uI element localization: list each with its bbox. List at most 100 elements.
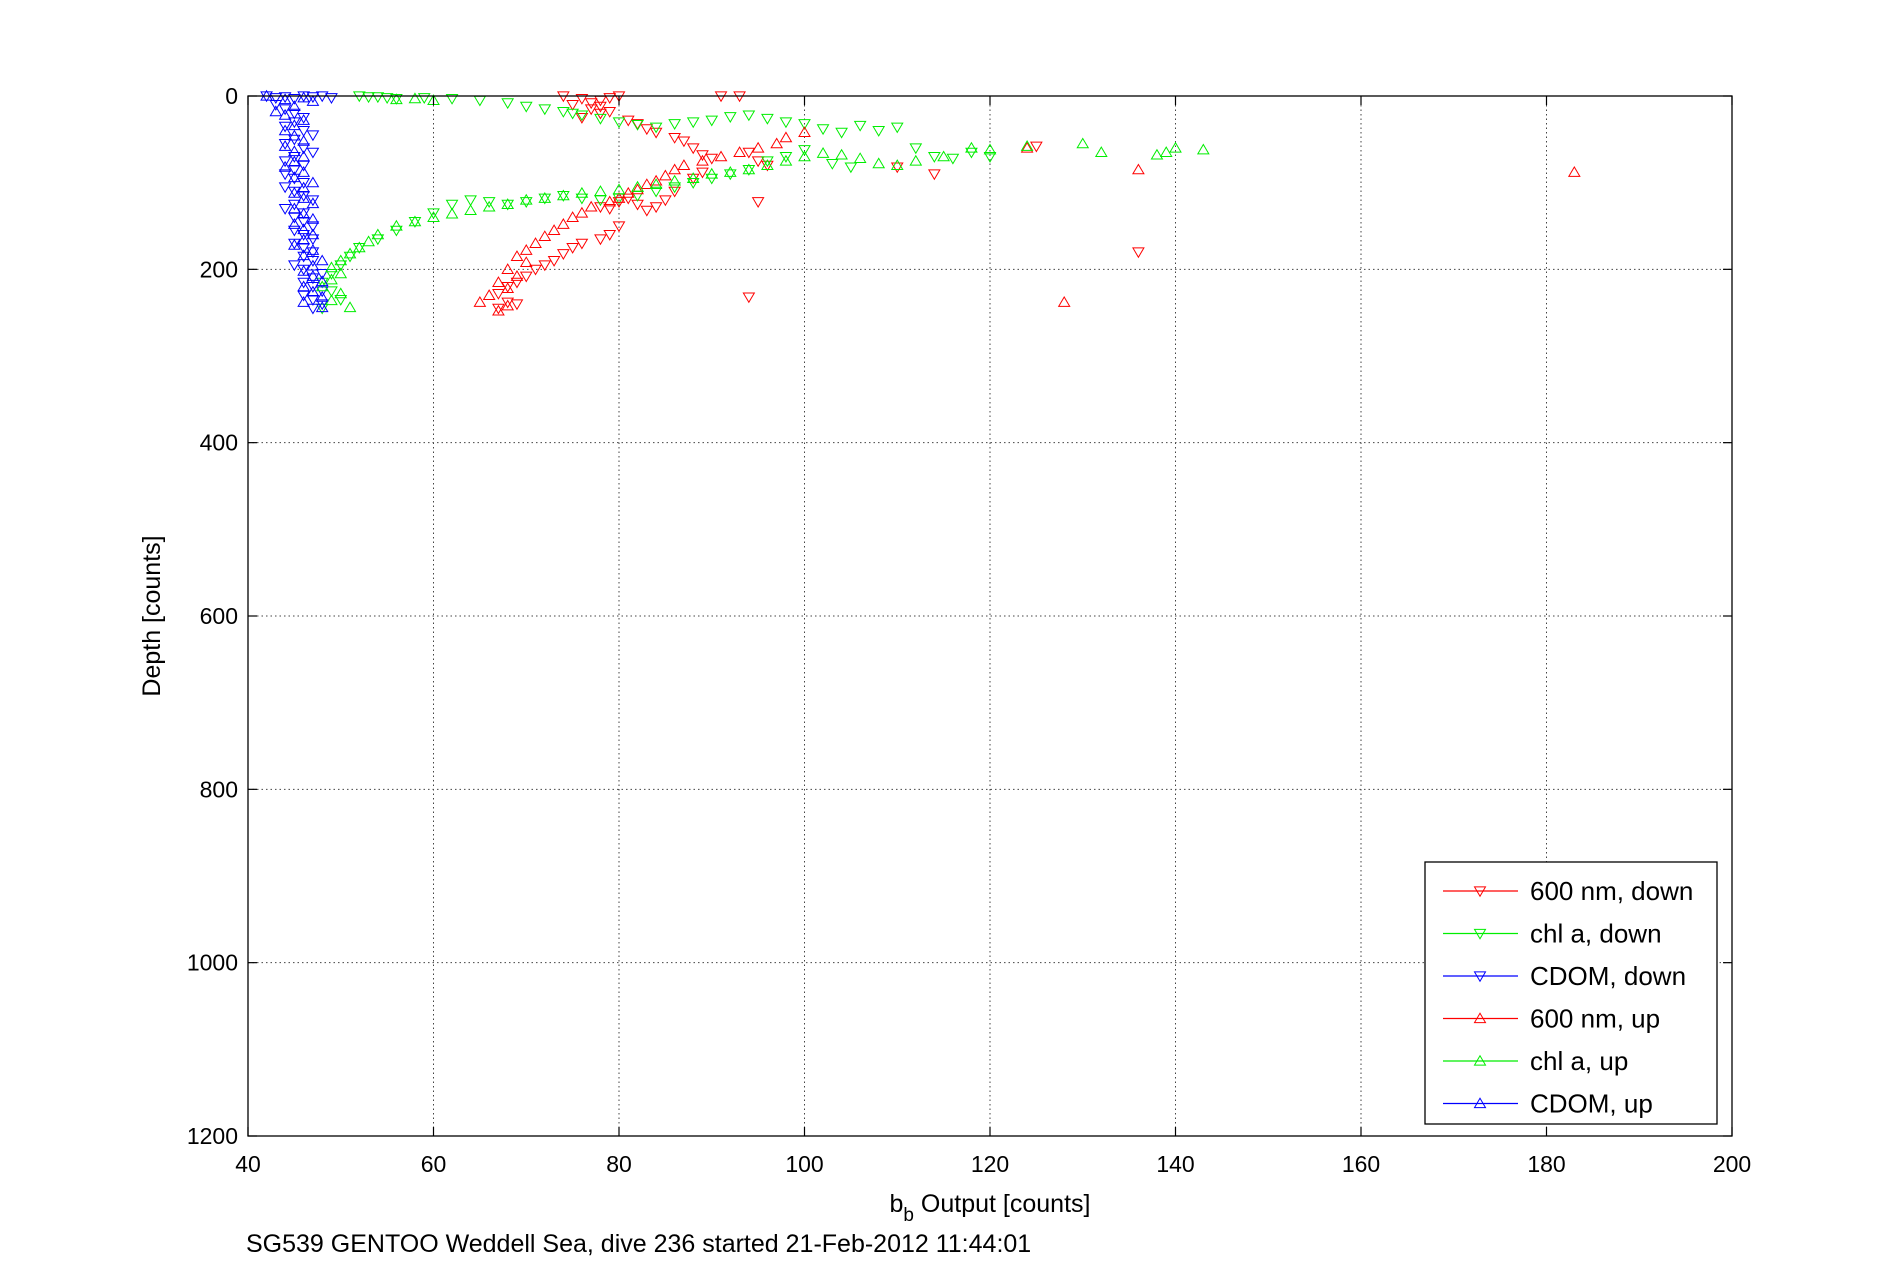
data-point [288,260,301,272]
data-point [575,238,589,250]
data-point [325,261,338,273]
y-tick-label: 600 [200,603,238,629]
data-point [649,122,663,134]
data-point [779,154,793,166]
data-point [621,115,635,127]
data-point [770,137,784,149]
data-point [288,218,301,229]
legend-label: chl a, down [1530,919,1662,949]
data-point [288,145,301,157]
data-point [566,108,579,120]
data-point [278,156,292,168]
data-points [260,89,1581,316]
y-tick-label: 400 [200,430,238,456]
data-point [844,162,858,174]
data-point [927,152,941,163]
data-point [501,299,515,311]
data-point [519,197,533,208]
data-point [492,304,505,316]
data-point [297,296,311,307]
data-point [417,93,431,104]
data-point [835,127,848,139]
data-point [603,93,617,104]
data-point [965,147,978,159]
data-point [529,237,542,248]
data-point [297,91,311,103]
data-point [464,195,477,207]
legend-label: 600 nm, down [1530,876,1693,906]
data-point [306,228,320,240]
data-point [390,219,403,231]
data-point [315,286,329,298]
series-chl-a-up [315,92,1210,313]
data-point [427,211,440,222]
data-point [742,292,756,304]
data-point [603,230,617,241]
data-point [297,126,311,137]
data-point [473,296,487,307]
data-point [594,202,607,214]
data-point [371,92,385,104]
data-point [519,193,533,205]
legend-label: CDOM, down [1530,961,1686,991]
x-tick-label: 200 [1713,1151,1751,1177]
data-point [798,145,811,156]
legend-label: 600 nm, up [1530,1004,1660,1034]
legend-entry: 600 nm, up [1443,1004,1660,1034]
data-point [510,277,524,289]
data-point [1057,296,1071,307]
data-point [742,165,756,176]
x-tick-label: 60 [421,1151,447,1177]
data-point [1150,148,1164,160]
data-point [649,174,663,186]
data-point [297,249,311,261]
data-point [1567,166,1581,177]
data-point [297,280,311,292]
data-point [853,152,867,164]
data-point [510,250,524,261]
data-point [371,234,385,246]
data-point [575,206,589,218]
data-point [288,171,301,183]
data-point [352,241,366,253]
data-point [566,211,579,222]
data-point [306,256,320,267]
data-point [288,152,301,163]
y-tick-label: 800 [200,776,238,802]
data-point [640,205,654,217]
data-point [306,92,320,104]
data-point [482,289,496,300]
data-point [306,94,320,106]
data-point [705,153,719,165]
data-point [668,174,682,186]
data-point [501,199,515,211]
data-point [594,113,607,125]
data-point [575,110,589,122]
data-point [649,178,663,190]
data-point [714,150,728,162]
data-point [946,153,960,165]
data-point [288,199,301,211]
data-point [288,202,301,214]
data-point [1196,143,1210,155]
data-point [297,150,311,162]
data-point [343,251,357,263]
data-point [621,193,635,205]
legend: 600 nm, down chl a, down CDOM, down 600 nm,… [1424,861,1718,1125]
series-600-nm-down [492,91,1145,315]
data-point [723,169,737,181]
data-point [371,228,385,240]
data-point [306,147,320,159]
x-tick-label: 140 [1156,1151,1194,1177]
data-point [612,183,626,195]
data-point [659,195,672,207]
data-point [278,93,292,105]
data-point [937,150,950,162]
series-cdom-up [260,89,329,313]
data-point [909,143,923,155]
data-point [761,113,774,125]
data-point [556,249,570,260]
data-point [1094,146,1108,157]
data-point [547,224,561,235]
data-point [269,93,283,104]
